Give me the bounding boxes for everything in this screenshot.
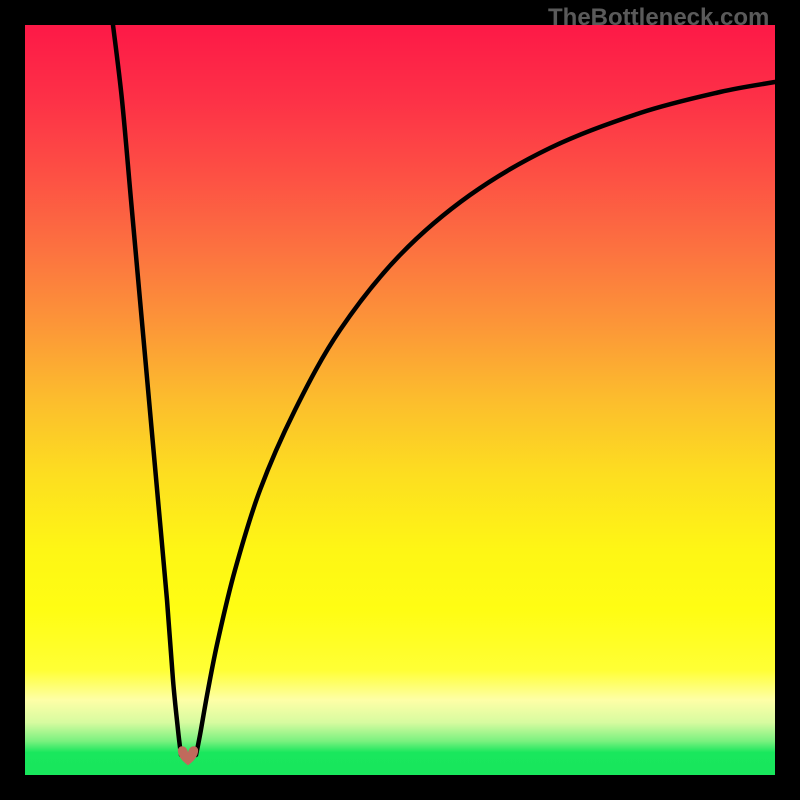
chart-container: { "watermark": { "text": "TheBottleneck.… (0, 0, 800, 800)
plot-area (25, 25, 775, 775)
frame-right (775, 0, 800, 800)
frame-left (0, 0, 25, 800)
frame-bottom (0, 775, 800, 800)
watermark-text: TheBottleneck.com (548, 4, 769, 32)
